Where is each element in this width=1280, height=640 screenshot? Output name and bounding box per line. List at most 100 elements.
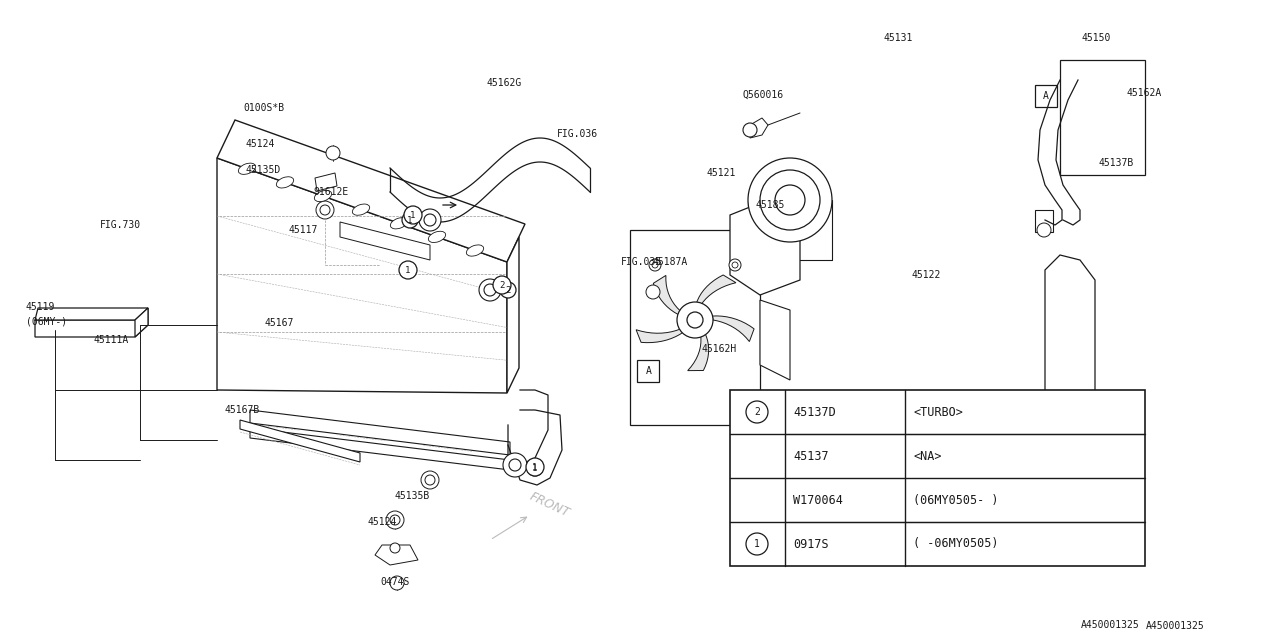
Polygon shape <box>35 308 148 337</box>
Polygon shape <box>696 275 736 305</box>
Text: Q560016: Q560016 <box>742 90 783 100</box>
Text: 0100S*B: 0100S*B <box>243 102 284 113</box>
Text: FIG.036: FIG.036 <box>557 129 598 140</box>
Circle shape <box>419 209 442 231</box>
Ellipse shape <box>390 218 407 229</box>
Bar <box>1036 85 1057 107</box>
Text: 45111A: 45111A <box>93 335 129 346</box>
Text: 45135B: 45135B <box>394 491 430 501</box>
Text: (06MY-): (06MY-) <box>26 316 67 326</box>
Text: FIG.035: FIG.035 <box>621 257 662 268</box>
Circle shape <box>424 214 436 226</box>
Text: 45121: 45121 <box>707 168 736 178</box>
Text: 1: 1 <box>532 463 538 472</box>
Polygon shape <box>340 222 430 260</box>
Circle shape <box>732 262 739 268</box>
Text: FRONT: FRONT <box>527 490 572 520</box>
Text: 2: 2 <box>499 280 504 289</box>
Text: 45187A: 45187A <box>653 257 689 268</box>
Text: 1: 1 <box>532 463 538 472</box>
Text: <TURBO>: <TURBO> <box>913 406 963 419</box>
Bar <box>1060 60 1146 175</box>
Polygon shape <box>636 329 684 342</box>
Ellipse shape <box>466 245 484 256</box>
Text: 45162H: 45162H <box>701 344 737 354</box>
Text: A450001325: A450001325 <box>1082 620 1140 630</box>
Circle shape <box>652 262 658 268</box>
Text: 1: 1 <box>406 266 411 275</box>
Text: 45124: 45124 <box>367 516 397 527</box>
Circle shape <box>500 282 516 298</box>
Polygon shape <box>507 237 518 393</box>
Polygon shape <box>760 300 790 380</box>
Text: 45135D: 45135D <box>246 164 282 175</box>
Circle shape <box>1037 223 1051 237</box>
Text: A: A <box>1043 91 1048 101</box>
Polygon shape <box>315 173 337 191</box>
Polygon shape <box>218 120 525 262</box>
Circle shape <box>646 285 660 299</box>
Circle shape <box>493 276 511 294</box>
Polygon shape <box>250 410 509 455</box>
Bar <box>630 230 760 425</box>
Circle shape <box>760 170 820 230</box>
Text: 91612E: 91612E <box>314 187 349 197</box>
Bar <box>1036 210 1053 232</box>
Ellipse shape <box>276 177 293 188</box>
Text: 1: 1 <box>411 211 416 220</box>
Text: 45137B: 45137B <box>1098 158 1134 168</box>
Text: (06MY0505- ): (06MY0505- ) <box>913 493 998 506</box>
Text: 45137: 45137 <box>794 449 828 463</box>
Text: A: A <box>645 366 652 376</box>
Circle shape <box>402 212 419 228</box>
Polygon shape <box>687 333 709 371</box>
Circle shape <box>746 401 768 423</box>
Polygon shape <box>218 158 507 393</box>
Circle shape <box>479 279 500 301</box>
Text: 45162G: 45162G <box>486 78 522 88</box>
Text: 45167: 45167 <box>265 318 294 328</box>
Polygon shape <box>375 545 419 565</box>
Circle shape <box>390 515 401 525</box>
Text: 45137D: 45137D <box>794 406 836 419</box>
Circle shape <box>748 158 832 242</box>
Circle shape <box>774 185 805 215</box>
Circle shape <box>421 471 439 489</box>
Text: 45117: 45117 <box>288 225 317 236</box>
Circle shape <box>527 460 543 476</box>
Text: ( -06MY0505): ( -06MY0505) <box>913 538 998 550</box>
Circle shape <box>390 543 401 553</box>
Ellipse shape <box>238 163 256 174</box>
Circle shape <box>746 533 768 555</box>
Text: 2: 2 <box>754 407 760 417</box>
Circle shape <box>730 259 741 271</box>
Circle shape <box>390 576 404 590</box>
Text: 0917S: 0917S <box>794 538 828 550</box>
Text: 0474S: 0474S <box>380 577 410 588</box>
Circle shape <box>649 259 660 271</box>
Text: 2: 2 <box>506 285 511 294</box>
Circle shape <box>677 302 713 338</box>
Circle shape <box>509 459 521 471</box>
Text: 45131: 45131 <box>883 33 913 44</box>
Circle shape <box>387 511 404 529</box>
Polygon shape <box>134 308 148 337</box>
Circle shape <box>399 261 417 279</box>
Polygon shape <box>653 275 681 314</box>
Polygon shape <box>1044 255 1094 415</box>
Text: <NA>: <NA> <box>913 449 942 463</box>
Circle shape <box>687 312 703 328</box>
Ellipse shape <box>429 231 445 243</box>
Text: 45150: 45150 <box>1082 33 1111 44</box>
Text: 45167B: 45167B <box>224 404 260 415</box>
Bar <box>730 390 1146 566</box>
Text: FIG.730: FIG.730 <box>100 220 141 230</box>
Text: 45119: 45119 <box>26 302 55 312</box>
Ellipse shape <box>352 204 370 215</box>
Circle shape <box>320 205 330 215</box>
Text: A450001325: A450001325 <box>1146 621 1204 631</box>
Text: 45185: 45185 <box>755 200 785 210</box>
Polygon shape <box>713 316 754 342</box>
Circle shape <box>484 284 497 296</box>
Polygon shape <box>750 118 768 138</box>
